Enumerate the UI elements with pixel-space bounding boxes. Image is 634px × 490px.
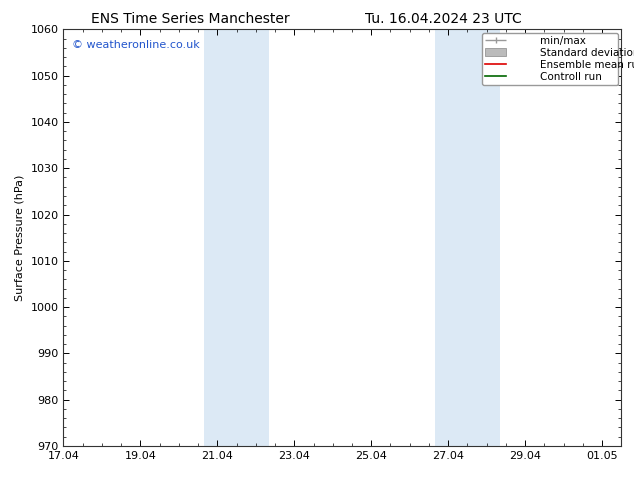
Text: ENS Time Series Manchester: ENS Time Series Manchester (91, 12, 290, 26)
Bar (462, 29, 500, 446)
Y-axis label: Surface Pressure (hPa): Surface Pressure (hPa) (15, 174, 25, 301)
Text: Tu. 16.04.2024 23 UTC: Tu. 16.04.2024 23 UTC (365, 12, 522, 26)
Bar (231, 29, 269, 446)
Legend: min/max, Standard deviation, Ensemble mean run, Controll run: min/max, Standard deviation, Ensemble me… (482, 32, 618, 85)
Bar (435, 29, 462, 446)
Text: © weatheronline.co.uk: © weatheronline.co.uk (72, 40, 200, 50)
Bar (204, 29, 231, 446)
